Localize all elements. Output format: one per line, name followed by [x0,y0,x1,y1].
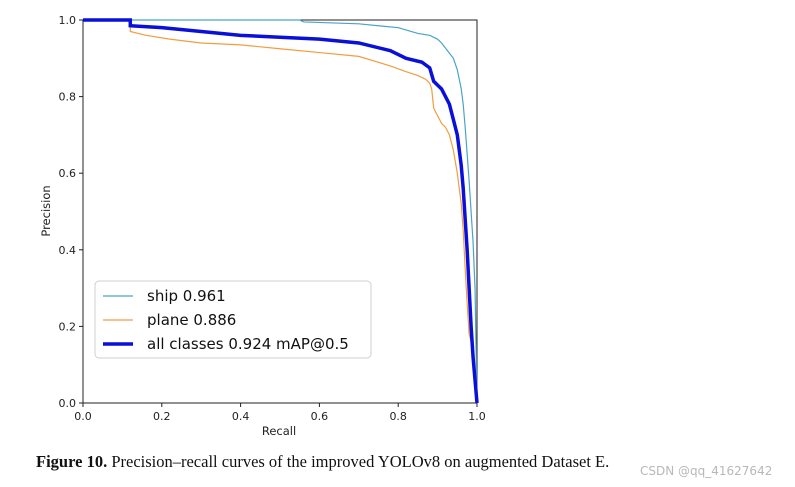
y-tick-label: 1.0 [59,14,77,27]
legend-label-plane: plane 0.886 [147,311,236,329]
caption-label: Figure 10. [36,452,108,471]
series-line-all-classes [83,18,479,404]
y-tick-label: 0.2 [59,320,77,333]
axes-layer: 0.0 0.2 0.4 0.6 0.8 1.0 0.0 0.2 0.4 0.6 0.8 1.0 [59,14,486,423]
legend-box [94,280,372,359]
series-line-ship [83,19,478,404]
legend-label-ship: ship 0.961 [147,287,226,305]
watermark: CSDN @qq_41627642 [640,464,773,478]
caption-text: Precision–recall curves of the improved … [107,452,610,471]
y-tick-label: 0.4 [59,244,77,257]
legend: ship 0.961 plane 0.886 all classes 0.924 m… [94,280,372,359]
x-tick-label: 0.6 [311,410,329,423]
x-tick-label: 0.4 [232,410,250,423]
y-tick-label: 0.0 [59,397,77,410]
x-tick-label: 0.2 [153,410,171,423]
x-tick-label: 0.8 [389,410,407,423]
figure-caption: Figure 10. Precision–recall curves of th… [36,452,609,472]
y-tick-label: 0.8 [59,91,77,104]
y-tick-label: 0.6 [59,167,77,180]
y-axis-label: Precision [39,185,53,236]
legend-label-all-classes: all classes 0.924 mAP@0.5 [147,335,349,353]
x-tick-label: 0.0 [74,410,92,423]
series-layer [83,18,479,404]
pr-chart: 0.0 0.2 0.4 0.6 0.8 1.0 0.0 0.2 0.4 0.6 0.8 1.0 shi… [39,14,486,438]
series-line-plane [83,19,478,404]
x-tick-label: 1.0 [468,410,486,423]
x-axis-label: Recall [262,424,296,438]
